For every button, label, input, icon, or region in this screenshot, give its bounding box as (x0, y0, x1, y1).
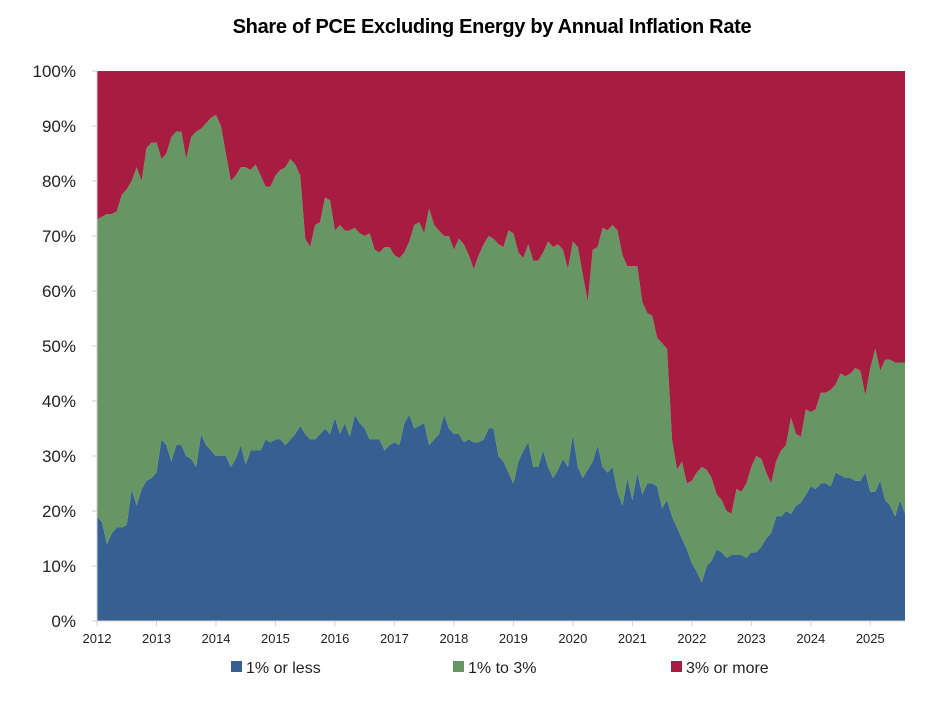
y-tick-label: 20% (42, 502, 76, 521)
legend-label: 1% to 3% (468, 660, 536, 677)
x-tick-label: 2021 (618, 631, 647, 646)
y-tick-label: 70% (42, 227, 76, 246)
legend-swatch (671, 661, 682, 672)
x-tick-label: 2023 (737, 631, 766, 646)
area-1-to-3 (97, 115, 905, 583)
x-tick-label: 2025 (856, 631, 885, 646)
x-tick-label: 2014 (202, 631, 231, 646)
axes: 0% 10% 20% 30% 40% 50% 60% 70% 80% 90% 100% 2012 201… (33, 62, 905, 646)
legend-label: 1% or less (246, 660, 321, 677)
x-tick-label: 2019 (499, 631, 528, 646)
y-tick-label: 60% (42, 282, 76, 301)
y-tick-label: 50% (42, 337, 76, 356)
legend-item: 1% to 3% (453, 660, 536, 677)
x-tick-label: 2016 (320, 631, 349, 646)
y-tick-label: 10% (42, 557, 76, 576)
x-tick-label: 2018 (439, 631, 468, 646)
x-tick-label: 2020 (558, 631, 587, 646)
x-tick-label: 2022 (677, 631, 706, 646)
legend-label: 3% or more (686, 660, 769, 677)
area-1-or-less (97, 414, 905, 621)
y-tick-label: 0% (51, 612, 76, 631)
y-tick-label: 30% (42, 447, 76, 466)
legend-item: 1% or less (231, 660, 321, 677)
x-tick-label: 2012 (83, 631, 112, 646)
plot-areas (97, 71, 905, 621)
legend-swatch (231, 661, 242, 672)
y-tick-label: 100% (33, 62, 76, 81)
chart-title: Share of PCE Excluding Energy by Annual … (232, 16, 752, 38)
x-tick-label: 2017 (380, 631, 409, 646)
legend-item: 3% or more (671, 660, 769, 677)
area-3-or-more (97, 71, 905, 514)
x-tick-label: 2024 (796, 631, 825, 646)
x-tick-label: 2013 (142, 631, 171, 646)
y-tick-label: 40% (42, 392, 76, 411)
y-tick-label: 80% (42, 172, 76, 191)
legend-swatch (453, 661, 464, 672)
legend: 1% or less 1% to 3% 3% or more (231, 660, 769, 677)
x-tick-label: 2015 (261, 631, 290, 646)
y-tick-label: 90% (42, 117, 76, 136)
